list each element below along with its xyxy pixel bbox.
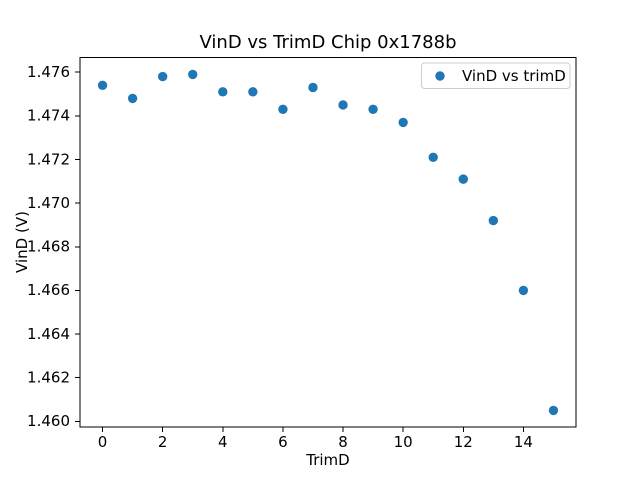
y-tick-label: 1.462 — [27, 368, 70, 386]
data-point — [488, 215, 499, 226]
x-tick-label: 0 — [98, 433, 108, 451]
data-point — [518, 285, 529, 296]
x-tick-label: 2 — [158, 433, 168, 451]
y-tick-label: 1.470 — [27, 194, 70, 212]
x-tick-label: 6 — [278, 433, 288, 451]
data-point — [428, 152, 438, 163]
x-tick-label: 12 — [454, 433, 473, 451]
y-tick-label: 1.474 — [27, 107, 70, 125]
data-point — [188, 69, 198, 80]
data-point — [248, 87, 258, 97]
y-axis-label: VinD (V) — [13, 211, 31, 273]
data-point — [398, 117, 408, 128]
legend-marker-icon — [435, 71, 445, 81]
data-point — [458, 174, 468, 184]
y-tick-label: 1.460 — [27, 412, 70, 430]
y-tick-label: 1.466 — [27, 281, 70, 299]
x-axis-ticks: 0 2 4 6 8 10 12 14 — [98, 427, 533, 451]
data-point — [218, 87, 228, 97]
data-point — [368, 104, 378, 115]
legend-label: VinD vs trimD — [462, 67, 566, 85]
y-tick-label: 1.476 — [27, 63, 70, 81]
y-tick-label: 1.464 — [27, 325, 70, 343]
chart-title: VinD vs TrimD Chip 0x1788b — [200, 32, 457, 53]
y-axis-ticks: 1.460 1.462 1.464 1.466 1.468 1.470 1.472 1.474… — [27, 63, 80, 430]
legend: VinD vs trimD — [421, 62, 571, 89]
data-point — [278, 104, 288, 115]
x-axis-label: TrimD — [305, 451, 349, 469]
x-tick-label: 10 — [394, 433, 413, 451]
y-tick-label: 1.472 — [27, 150, 70, 168]
x-tick-label: 4 — [218, 433, 228, 451]
legend-box — [421, 62, 571, 89]
data-point — [157, 71, 168, 82]
plot-area-border — [79, 57, 577, 428]
data-point — [308, 82, 318, 93]
x-tick-label: 8 — [338, 433, 348, 451]
data-point — [338, 100, 348, 110]
data-point — [127, 93, 138, 104]
x-tick-label: 14 — [514, 433, 533, 451]
data-point — [97, 80, 108, 91]
data-point-series — [97, 69, 559, 416]
y-tick-label: 1.468 — [27, 238, 70, 256]
data-point — [548, 405, 559, 416]
